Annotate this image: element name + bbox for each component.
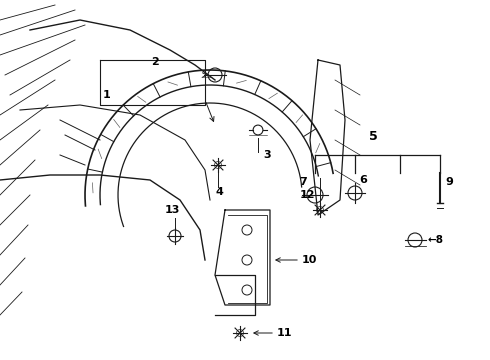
Text: 2: 2 bbox=[151, 57, 159, 67]
Text: 9: 9 bbox=[445, 177, 453, 187]
Text: 12: 12 bbox=[299, 190, 315, 200]
Circle shape bbox=[237, 329, 244, 337]
Text: 11: 11 bbox=[277, 328, 293, 338]
Text: 10: 10 bbox=[302, 255, 318, 265]
Text: ←8: ←8 bbox=[427, 235, 443, 245]
Text: 7: 7 bbox=[299, 177, 307, 187]
Circle shape bbox=[317, 207, 323, 213]
Text: 5: 5 bbox=[368, 130, 377, 143]
Text: 1: 1 bbox=[103, 90, 111, 100]
Circle shape bbox=[215, 162, 221, 168]
Text: 6: 6 bbox=[359, 175, 367, 185]
Text: 4: 4 bbox=[215, 187, 223, 197]
Text: 3: 3 bbox=[263, 150, 270, 160]
Text: 13: 13 bbox=[164, 205, 180, 215]
